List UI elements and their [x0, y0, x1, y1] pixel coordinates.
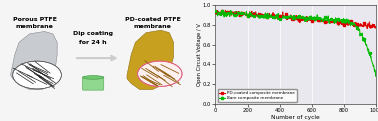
- Polygon shape: [127, 30, 174, 90]
- Polygon shape: [11, 31, 57, 90]
- FancyBboxPatch shape: [82, 77, 104, 90]
- Text: Porous PTFE: Porous PTFE: [13, 17, 57, 22]
- X-axis label: Number of cycle: Number of cycle: [271, 115, 320, 120]
- Circle shape: [138, 61, 182, 87]
- Y-axis label: Open Circuit Voltage / V: Open Circuit Voltage / V: [197, 23, 201, 86]
- Text: Dip coating: Dip coating: [73, 31, 113, 36]
- Text: membrane: membrane: [133, 24, 171, 29]
- Text: for 24 h: for 24 h: [79, 40, 107, 45]
- Text: membrane: membrane: [16, 24, 54, 29]
- Circle shape: [13, 61, 61, 89]
- Text: PD-coated PTFE: PD-coated PTFE: [124, 17, 180, 22]
- Ellipse shape: [82, 76, 104, 79]
- Legend: PD-coated composite membrane, Bare composite membrane: PD-coated composite membrane, Bare compo…: [218, 89, 297, 102]
